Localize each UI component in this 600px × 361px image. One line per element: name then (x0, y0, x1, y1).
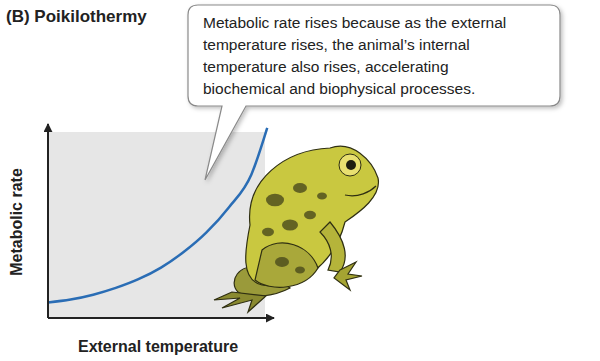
frog-spot (282, 219, 298, 230)
frog-eye (339, 154, 361, 176)
callout-box (188, 5, 560, 180)
frog-spot (293, 183, 307, 193)
frog-spot (262, 228, 274, 236)
plot-background (48, 132, 265, 318)
annotation-line: biochemical and biophysical processes. (203, 80, 475, 97)
frog-mouth (345, 186, 376, 196)
annotation-line: temperature also rises, accelerating (203, 58, 449, 75)
y-axis-line (47, 124, 49, 318)
frog-front-leg (320, 222, 345, 272)
frog-thigh (255, 243, 318, 287)
x-axis-line (48, 317, 274, 319)
x-axis (48, 318, 274, 319)
frog-illustration (214, 146, 378, 312)
plot-area (48, 128, 267, 303)
annotation-line: temperature rises, the animal’s internal (203, 36, 470, 53)
frog-front-foot (334, 262, 362, 290)
frog-spot (275, 257, 289, 267)
frog-pupil (346, 160, 356, 170)
frog-spot (295, 267, 305, 274)
annotation-line: Metabolic rate rises because as the exte… (203, 14, 506, 31)
title: (B) Poikilothermy (6, 7, 147, 26)
metabolic-curve (48, 128, 267, 303)
frog-spot (266, 194, 284, 207)
frog-spot (317, 193, 327, 200)
chart: (B) Poikilothermy External temperature Met… (0, 0, 600, 361)
y-axis-label: Metabolic rate (8, 168, 25, 276)
frog-hind-foot (214, 292, 266, 312)
x-axis-label: External temperature (78, 338, 238, 355)
y-axis (48, 124, 49, 318)
frog-spot (304, 211, 316, 219)
